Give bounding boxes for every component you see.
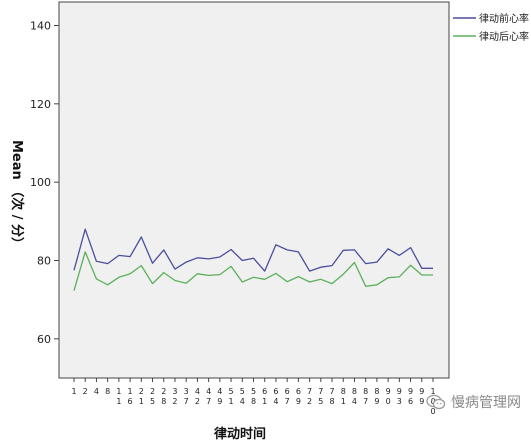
series-line-2 bbox=[73, 251, 433, 291]
y-axis-title: Mean （次 / 分） bbox=[9, 140, 25, 250]
watermark: 慢病管理网 bbox=[426, 392, 521, 412]
series-layer bbox=[73, 228, 433, 291]
plot-area bbox=[58, 1, 450, 379]
x-tick-label: 2 bbox=[83, 387, 88, 396]
x-axis: 1 2 4 8 1 1 1 6 2 1 2 5 2 8 3 2 3 7 4 2 4 7 4 9 5 1 5 4 5 8 6 1 6 4 6 7 6 9 7 2… bbox=[71, 378, 436, 416]
y-axis: 60 80 100 120 140 bbox=[30, 20, 59, 346]
legend-label-2: 律动后心率 bbox=[479, 30, 529, 43]
wechat-icon bbox=[426, 394, 446, 410]
y-tick-label: 80 bbox=[37, 255, 51, 268]
series-line-1 bbox=[73, 228, 433, 272]
y-tick-label: 140 bbox=[30, 20, 51, 33]
x-axis-title: 律动时间 bbox=[214, 426, 266, 442]
y-tick-label: 60 bbox=[37, 333, 51, 346]
y-tick-label: 100 bbox=[30, 176, 51, 189]
y-tick-label: 120 bbox=[30, 98, 51, 111]
x-tick-label: 4 bbox=[94, 387, 99, 396]
x-tick-label: 1 bbox=[71, 387, 76, 396]
watermark-text: 慢病管理网 bbox=[451, 395, 521, 411]
x-tick-label: 8 bbox=[105, 387, 110, 396]
legend-label-1: 律动前心率 bbox=[479, 12, 529, 25]
